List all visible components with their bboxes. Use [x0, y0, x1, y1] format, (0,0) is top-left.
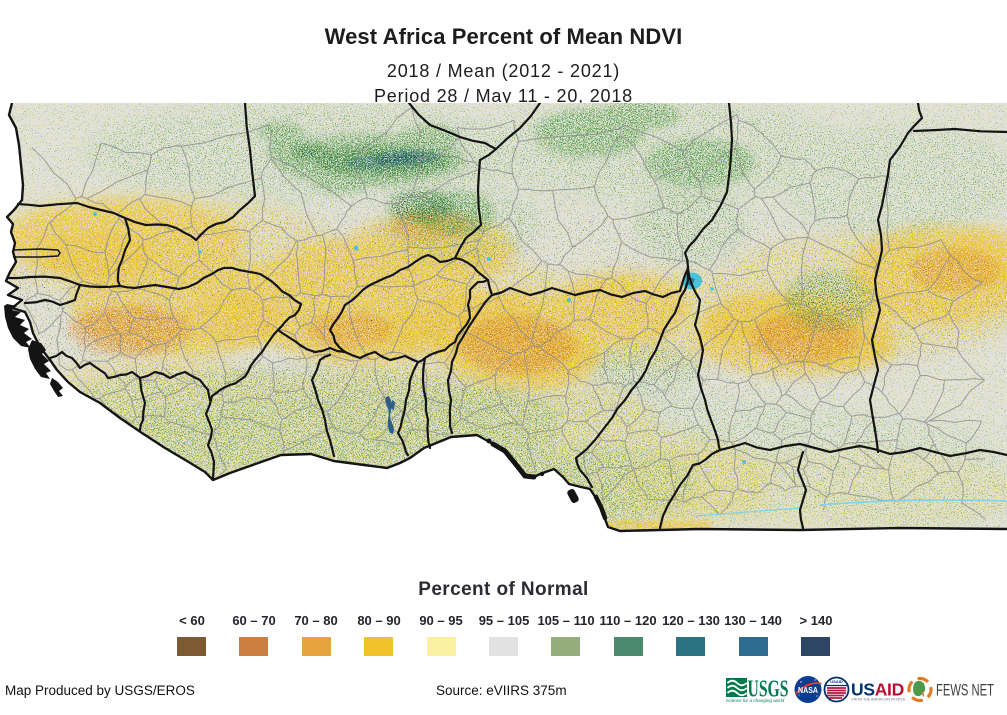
- svg-text:FROM THE AMERICAN PEOPLE: FROM THE AMERICAN PEOPLE: [852, 697, 906, 701]
- svg-text:USGS: USGS: [748, 677, 789, 703]
- svg-text:USAID: USAID: [830, 679, 843, 684]
- svg-text:NASA: NASA: [798, 685, 818, 695]
- svg-text:science for a changing world: science for a changing world: [726, 698, 785, 703]
- svg-text:FEWS NET: FEWS NET: [936, 681, 994, 700]
- svg-text:USAID: USAID: [851, 680, 904, 700]
